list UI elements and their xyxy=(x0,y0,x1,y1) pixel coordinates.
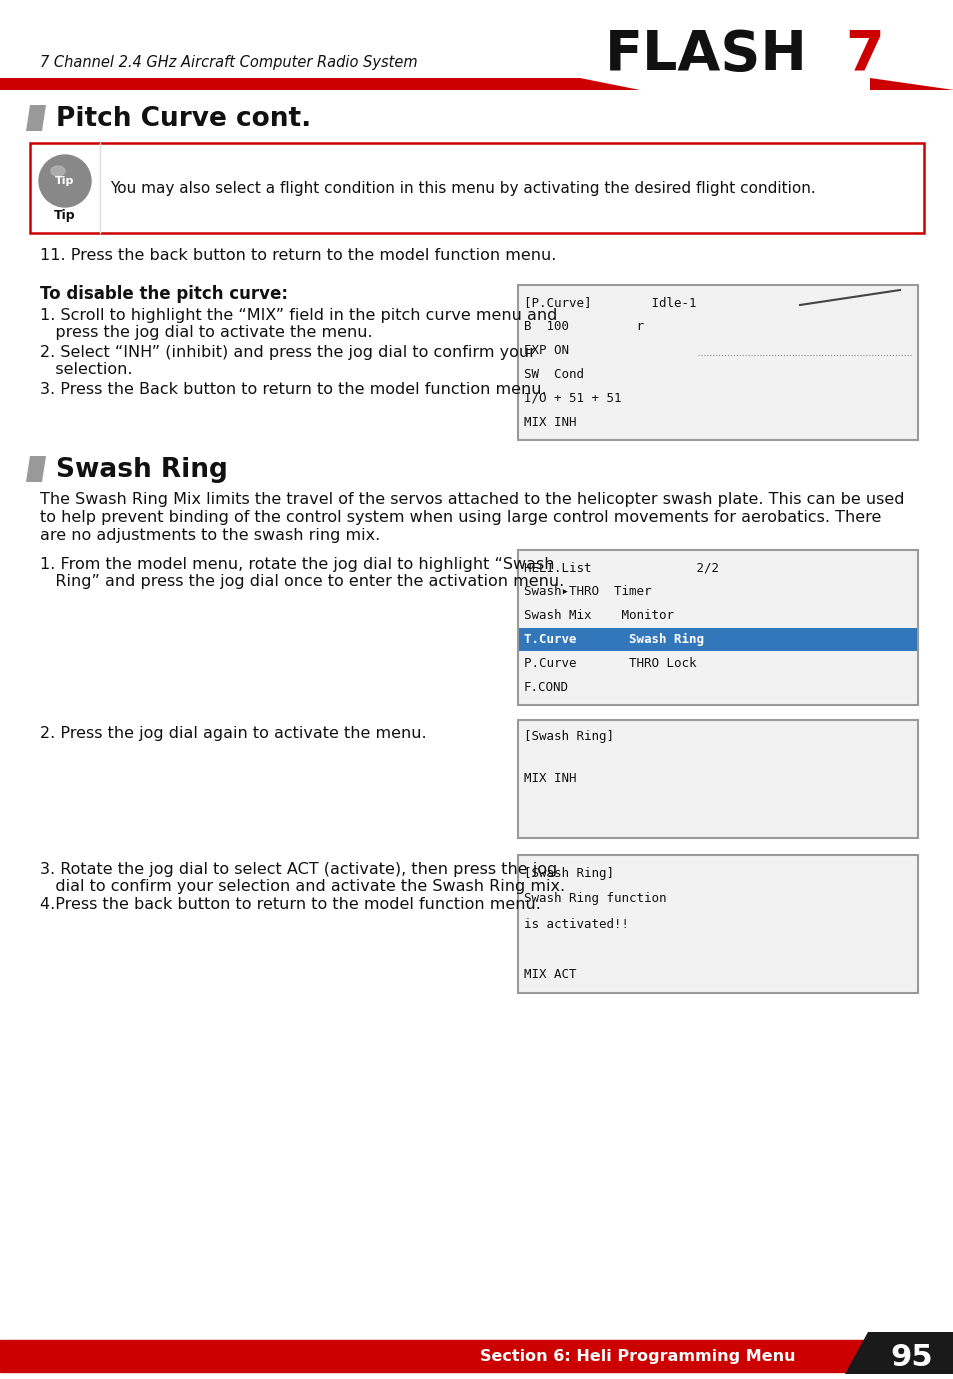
FancyBboxPatch shape xyxy=(517,285,917,440)
Text: [P.Curve]        Idle-1: [P.Curve] Idle-1 xyxy=(523,296,696,309)
Circle shape xyxy=(39,154,91,207)
Text: MIX INH: MIX INH xyxy=(523,415,576,429)
Text: HELI.List              2/2: HELI.List 2/2 xyxy=(523,561,719,575)
Text: I/O + 51 + 51: I/O + 51 + 51 xyxy=(523,392,620,405)
Text: MIX ACT: MIX ACT xyxy=(523,968,576,980)
Text: Tip: Tip xyxy=(55,177,74,186)
Polygon shape xyxy=(26,456,46,483)
Text: Swash Ring: Swash Ring xyxy=(56,456,228,483)
Text: You may also select a flight condition in this menu by activating the desired fl: You may also select a flight condition i… xyxy=(110,181,815,196)
Text: [Swash Ring]: [Swash Ring] xyxy=(523,867,614,880)
Polygon shape xyxy=(0,79,953,90)
Text: 1. Scroll to highlight the “MIX” field in the pitch curve menu and: 1. Scroll to highlight the “MIX” field i… xyxy=(40,308,557,323)
Text: 2. Select “INH” (inhibit) and press the jog dial to confirm your: 2. Select “INH” (inhibit) and press the … xyxy=(40,345,536,360)
Text: selection.: selection. xyxy=(40,363,132,376)
Text: [Swash Ring]: [Swash Ring] xyxy=(523,729,614,743)
Text: Swash▸THRO  Timer: Swash▸THRO Timer xyxy=(523,585,651,598)
Text: dial to confirm your selection and activate the Swash Ring mix.: dial to confirm your selection and activ… xyxy=(40,878,564,894)
Text: 4.Press the back button to return to the model function menu.: 4.Press the back button to return to the… xyxy=(40,896,540,912)
Text: EXP ON: EXP ON xyxy=(523,345,568,357)
Text: 7: 7 xyxy=(844,28,882,81)
Text: Section 6: Heli Programming Menu: Section 6: Heli Programming Menu xyxy=(479,1349,795,1364)
Text: F.COND: F.COND xyxy=(523,681,568,694)
FancyBboxPatch shape xyxy=(517,550,917,705)
Text: Swash Mix    Monitor: Swash Mix Monitor xyxy=(523,610,673,622)
Text: are no adjustments to the swash ring mix.: are no adjustments to the swash ring mix… xyxy=(40,528,380,543)
Ellipse shape xyxy=(51,165,65,177)
Text: is activated!!: is activated!! xyxy=(523,917,628,931)
Polygon shape xyxy=(844,1332,953,1373)
Bar xyxy=(0,1340,953,1372)
Text: B  100         r: B 100 r xyxy=(523,320,643,334)
Text: 3. Rotate the jog dial to select ACT (activate), then press the jog: 3. Rotate the jog dial to select ACT (ac… xyxy=(40,862,557,877)
Polygon shape xyxy=(579,79,869,90)
Text: 2. Press the jog dial again to activate the menu.: 2. Press the jog dial again to activate … xyxy=(40,725,426,741)
Polygon shape xyxy=(26,105,46,131)
FancyBboxPatch shape xyxy=(30,143,923,233)
Text: MIX INH: MIX INH xyxy=(523,772,576,786)
Text: Tip: Tip xyxy=(54,208,75,222)
FancyBboxPatch shape xyxy=(517,855,917,993)
Text: Swash Ring function: Swash Ring function xyxy=(523,892,666,905)
Text: The Swash Ring Mix limits the travel of the servos attached to the helicopter sw: The Swash Ring Mix limits the travel of … xyxy=(40,492,903,507)
FancyBboxPatch shape xyxy=(518,627,916,651)
Text: to help prevent binding of the control system when using large control movements: to help prevent binding of the control s… xyxy=(40,510,881,525)
Text: FLASH: FLASH xyxy=(604,28,807,81)
Text: SW  Cond: SW Cond xyxy=(523,368,583,381)
Text: 1. From the model menu, rotate the jog dial to highlight “Swash: 1. From the model menu, rotate the jog d… xyxy=(40,557,554,572)
FancyBboxPatch shape xyxy=(517,720,917,838)
Text: 11. Press the back button to return to the model function menu.: 11. Press the back button to return to t… xyxy=(40,248,556,263)
Text: P.Curve       THRO Lock: P.Curve THRO Lock xyxy=(523,656,696,670)
Text: 7 Channel 2.4 GHz Aircraft Computer Radio System: 7 Channel 2.4 GHz Aircraft Computer Radi… xyxy=(40,55,417,70)
Text: 95: 95 xyxy=(890,1343,932,1372)
Text: Ring” and press the jog dial once to enter the activation menu.: Ring” and press the jog dial once to ent… xyxy=(40,574,563,589)
Text: 3. Press the Back button to return to the model function menu.: 3. Press the Back button to return to th… xyxy=(40,382,546,397)
Text: Pitch Curve cont.: Pitch Curve cont. xyxy=(56,106,311,132)
Text: press the jog dial to activate the menu.: press the jog dial to activate the menu. xyxy=(40,325,373,341)
Text: To disable the pitch curve:: To disable the pitch curve: xyxy=(40,285,288,303)
Text: T.Curve       Swash Ring: T.Curve Swash Ring xyxy=(523,633,703,645)
